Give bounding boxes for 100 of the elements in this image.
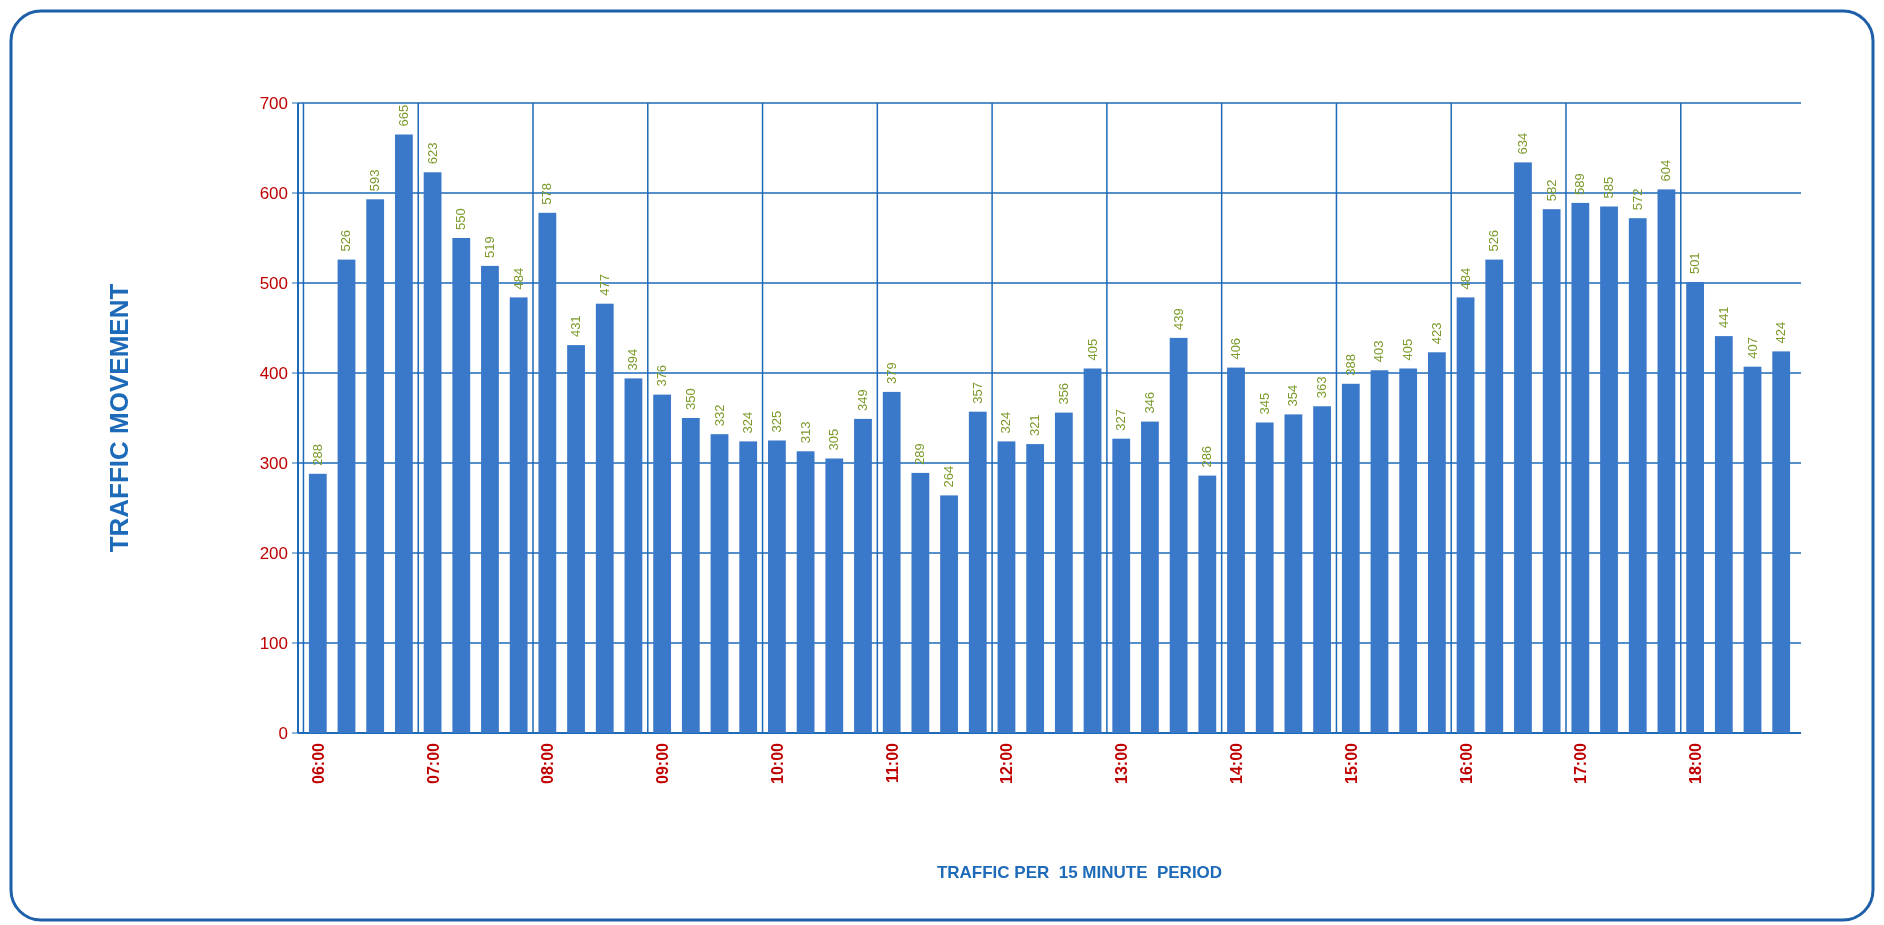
data-label: 321	[1027, 414, 1043, 437]
bar	[1370, 370, 1389, 733]
data-label: 403	[1371, 340, 1387, 363]
data-label: 313	[797, 421, 813, 444]
bar	[1657, 189, 1676, 733]
bar	[1198, 475, 1217, 733]
data-label: 572	[1629, 188, 1645, 211]
data-label: 634	[1514, 132, 1530, 155]
bar	[997, 441, 1016, 733]
data-label: 354	[1285, 384, 1301, 407]
data-label: 623	[424, 142, 440, 165]
data-label: 406	[1228, 337, 1244, 360]
data-label: 484	[1457, 267, 1473, 290]
data-label: 519	[481, 236, 497, 258]
bar	[452, 238, 471, 733]
bar	[1600, 206, 1618, 733]
bar	[624, 378, 643, 733]
y-tick-label: 600	[259, 183, 288, 203]
data-label: 388	[1342, 354, 1358, 376]
data-label: 356	[1055, 382, 1071, 405]
bar	[423, 172, 442, 733]
data-label: 379	[883, 362, 899, 384]
data-label: 325	[768, 410, 784, 433]
bar	[1399, 368, 1418, 733]
x-tick-label: 17:00	[1572, 742, 1590, 784]
data-label: 484	[510, 267, 526, 290]
data-label: 431	[568, 315, 584, 338]
data-label: 439	[1170, 308, 1186, 330]
x-tick-label: 11:00	[883, 742, 901, 784]
data-label: 345	[1256, 392, 1272, 415]
bar	[1026, 444, 1045, 733]
bar	[1227, 367, 1245, 733]
y-axis-title: TRAFFIC MOVEMENT	[104, 283, 134, 553]
bar	[796, 451, 815, 733]
data-label: 286	[1199, 445, 1215, 468]
bar	[1514, 162, 1532, 733]
bar	[1284, 414, 1303, 733]
bar	[739, 441, 758, 733]
data-label: 585	[1601, 176, 1617, 199]
data-label: 526	[338, 229, 354, 252]
y-tick-label: 500	[259, 273, 288, 293]
data-label: 578	[539, 183, 555, 205]
data-label: 405	[1084, 338, 1100, 361]
bar	[1714, 336, 1733, 733]
bar	[394, 134, 413, 733]
x-tick-label: 10:00	[768, 742, 786, 784]
bar	[538, 212, 557, 733]
data-label: 441	[1715, 306, 1731, 329]
bar	[854, 418, 872, 733]
data-label: 332	[711, 404, 727, 427]
bar	[1686, 282, 1705, 733]
bar	[308, 473, 327, 733]
data-label: 324	[998, 411, 1014, 434]
data-label: 501	[1687, 252, 1703, 275]
bar	[681, 418, 700, 733]
data-label: 526	[1486, 229, 1502, 252]
x-tick-label: 14:00	[1228, 742, 1246, 784]
data-label: 376	[654, 364, 670, 387]
x-tick-label: 15:00	[1342, 742, 1360, 784]
bar	[882, 391, 901, 733]
data-label: 604	[1658, 159, 1674, 182]
data-label: 405	[1400, 338, 1416, 361]
bar	[1112, 438, 1131, 733]
x-tick-label: 16:00	[1457, 742, 1475, 784]
bar	[1772, 351, 1791, 733]
data-label: 349	[854, 389, 870, 411]
y-tick-label: 400	[259, 363, 288, 383]
data-label: 288	[309, 444, 325, 466]
x-tick-label: 06:00	[309, 742, 327, 784]
bar	[481, 265, 499, 733]
x-tick-label: 13:00	[1113, 742, 1131, 784]
x-tick-label: 12:00	[998, 742, 1016, 784]
bar	[768, 440, 786, 733]
data-label: 350	[682, 388, 698, 410]
x-tick-label: 09:00	[654, 742, 672, 784]
y-tick-label: 700	[259, 93, 288, 113]
bar	[1743, 366, 1762, 733]
data-label: 289	[912, 443, 928, 465]
data-label: 424	[1773, 321, 1789, 344]
x-tick-label: 08:00	[539, 742, 557, 784]
data-label: 305	[826, 428, 842, 451]
bar	[653, 394, 672, 733]
bar	[509, 297, 528, 733]
data-label: 665	[395, 104, 411, 127]
bar	[1628, 218, 1647, 733]
bar	[1427, 352, 1446, 733]
data-label: 423	[1428, 322, 1444, 345]
bar	[595, 303, 614, 733]
bar	[1083, 368, 1102, 733]
data-label: 327	[1113, 409, 1129, 431]
bar	[366, 199, 385, 733]
bar	[337, 259, 356, 733]
bar	[1542, 209, 1561, 733]
data-label: 593	[367, 169, 383, 192]
bar	[825, 458, 844, 733]
bar	[1054, 412, 1073, 733]
data-label: 582	[1543, 179, 1559, 202]
x-tick-label: 18:00	[1687, 742, 1705, 784]
bar	[1456, 297, 1475, 733]
data-label: 477	[596, 274, 612, 296]
